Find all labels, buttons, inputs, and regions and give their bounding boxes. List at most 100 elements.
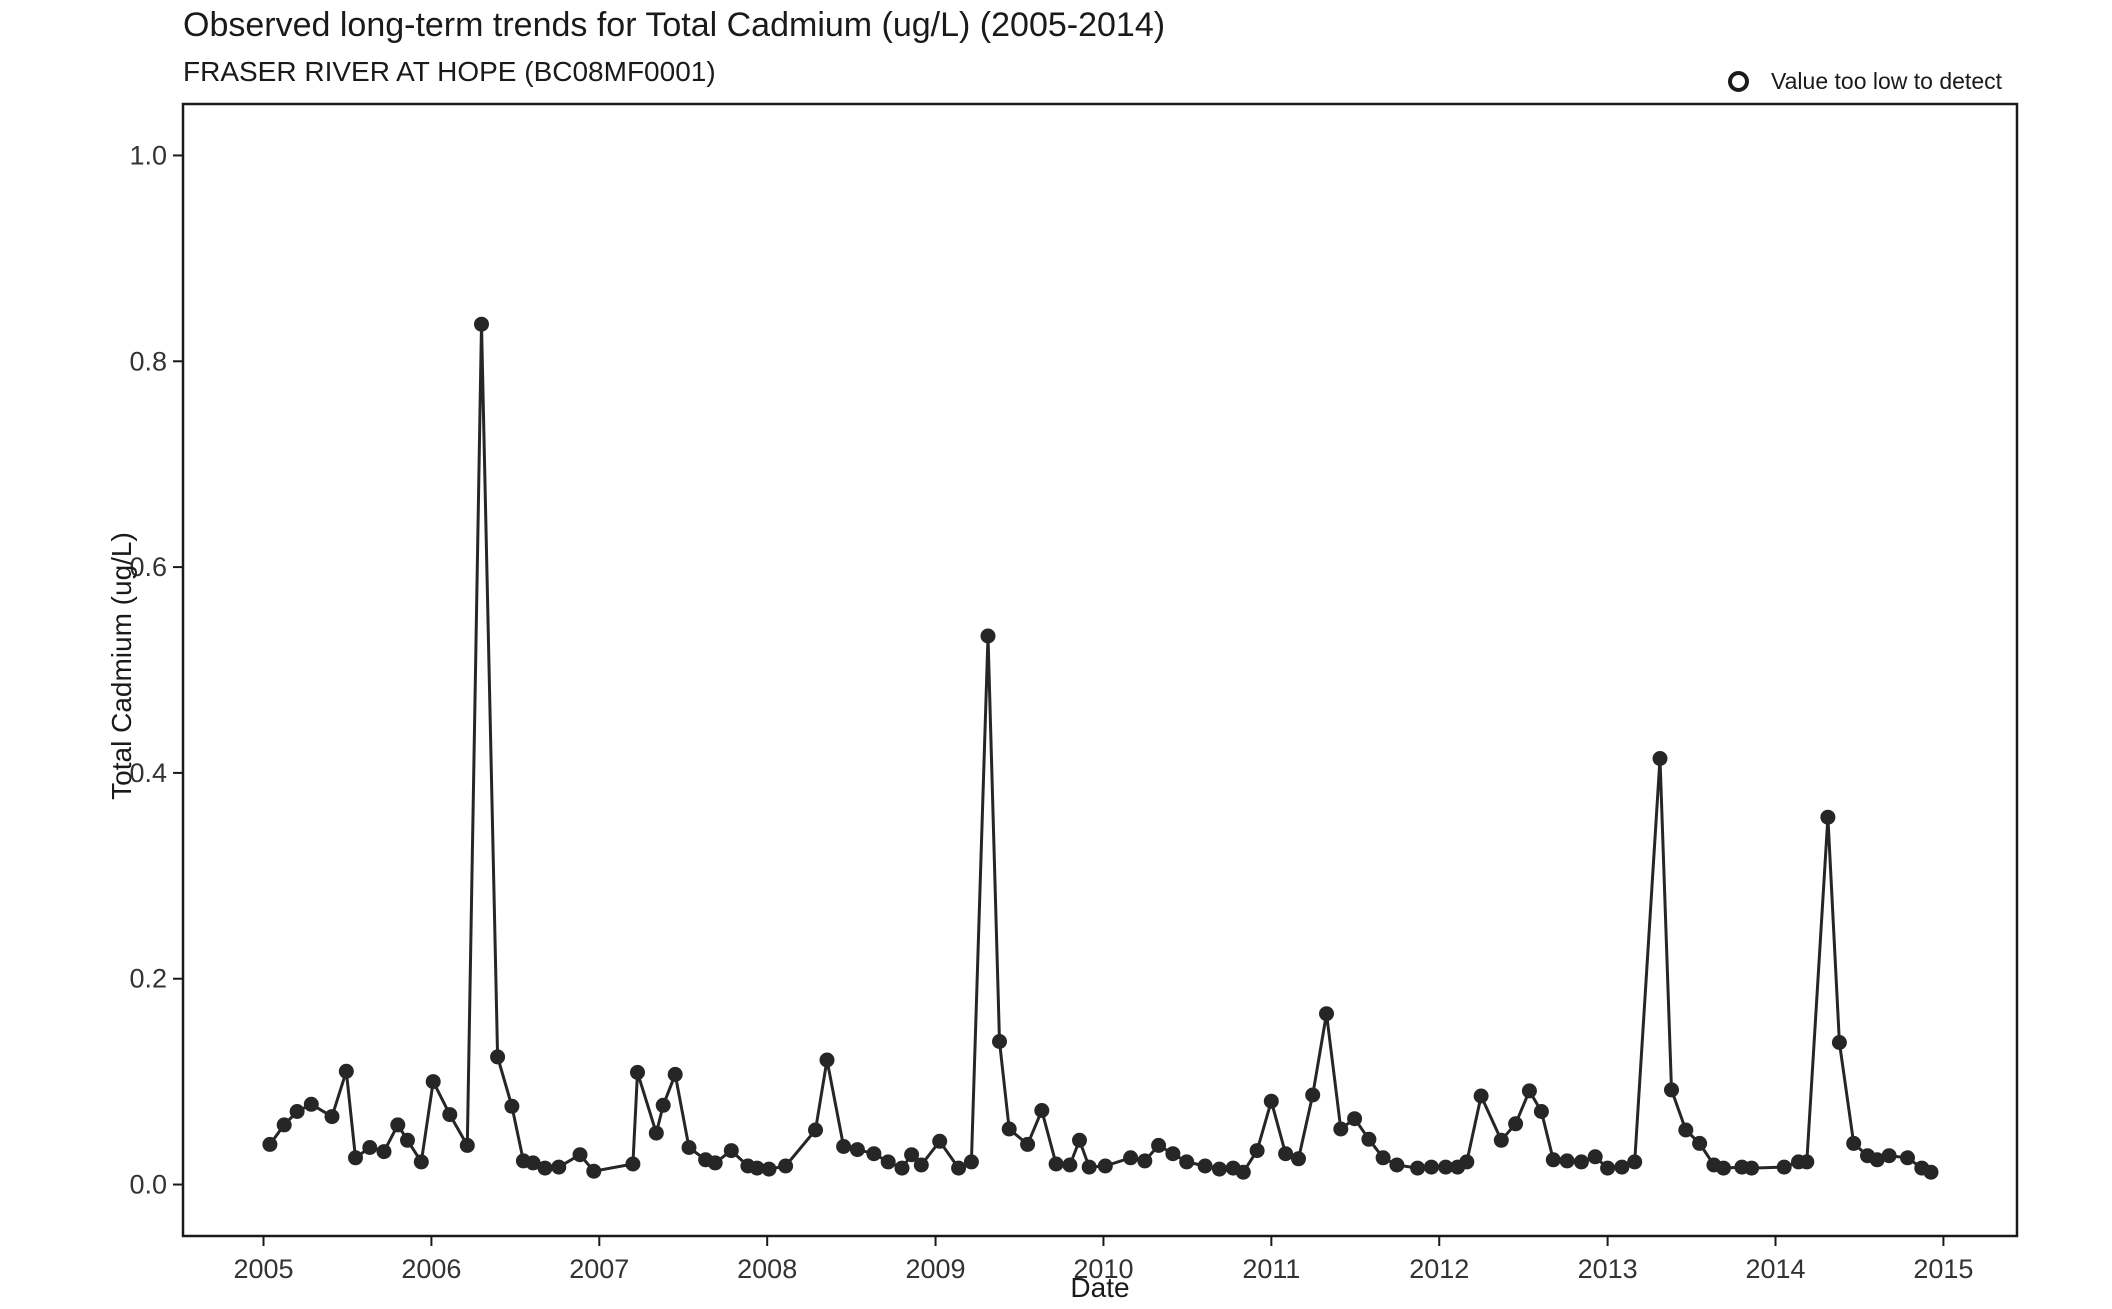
- data-point: [1291, 1151, 1306, 1167]
- data-point: [490, 1049, 506, 1065]
- data-point: [648, 1125, 664, 1141]
- x-axis: 2005 2006 2007 2008 2009 2010 2011 2012 2013 2014…: [233, 1236, 1973, 1284]
- x-axis-label: Date: [1070, 1272, 1130, 1303]
- x-tick-label: 2015: [1913, 1254, 1973, 1284]
- data-point: [1508, 1116, 1524, 1132]
- data-point: [1347, 1111, 1363, 1127]
- data-point: [1493, 1132, 1509, 1148]
- plot-panel-border: [181, 102, 2019, 1238]
- chart-subtitle: FRASER RIVER AT HOPE (BC08MF0001): [183, 56, 716, 87]
- data-point: [808, 1122, 823, 1138]
- data-point: [551, 1159, 567, 1175]
- data-point: [1559, 1153, 1575, 1169]
- data-point: [1587, 1149, 1603, 1165]
- data-point: [572, 1147, 588, 1163]
- data-point: [1375, 1150, 1391, 1166]
- y-tick-label: 0.0: [129, 1170, 167, 1200]
- data-point: [1165, 1146, 1181, 1162]
- data-point: [1846, 1135, 1862, 1151]
- data-point: [303, 1096, 319, 1112]
- data-point: [1001, 1121, 1017, 1137]
- data-point: [1072, 1132, 1087, 1148]
- data-point: [537, 1160, 553, 1176]
- data-point: [362, 1140, 378, 1155]
- data-point: [849, 1142, 865, 1158]
- data-point: [1305, 1087, 1321, 1103]
- x-tick-label: 2010: [1073, 1254, 1133, 1284]
- data-point: [1614, 1159, 1630, 1175]
- data-point: [836, 1139, 852, 1154]
- data-point: [1410, 1160, 1426, 1176]
- data-point: [1048, 1156, 1064, 1172]
- data-point: [1545, 1152, 1561, 1168]
- data-point: [1211, 1161, 1227, 1177]
- data-point: [1123, 1150, 1139, 1166]
- data-point: [1776, 1159, 1792, 1175]
- x-tick-label: 2012: [1409, 1254, 1469, 1284]
- data-point: [1389, 1157, 1405, 1173]
- data-point: [980, 628, 996, 644]
- x-tick-label: 2014: [1745, 1254, 1805, 1284]
- data-point: [749, 1160, 765, 1176]
- data-point: [723, 1143, 739, 1159]
- y-axis-label: Total Cadmium (ug/L): [106, 532, 137, 800]
- data-point: [1744, 1160, 1760, 1176]
- data-point: [338, 1063, 354, 1079]
- data-point: [1716, 1160, 1731, 1176]
- data-point: [1197, 1158, 1213, 1174]
- data-point: [992, 1034, 1007, 1049]
- x-tick-label: 2008: [737, 1254, 797, 1284]
- data-point: [951, 1160, 967, 1176]
- data-point: [474, 316, 489, 332]
- data-point: [289, 1104, 305, 1119]
- data-point: [880, 1154, 896, 1170]
- x-tick-label: 2005: [233, 1254, 293, 1284]
- data-point: [866, 1146, 882, 1162]
- data-point: [1319, 1006, 1334, 1022]
- data-point: [1831, 1035, 1847, 1050]
- data-point: [1652, 751, 1668, 766]
- y-axis: 0.0 0.2 0.4 0.6 0.8 1.0: [129, 140, 183, 1200]
- data-point: [1263, 1093, 1279, 1109]
- data-point: [1473, 1088, 1489, 1104]
- data-point: [1799, 1154, 1815, 1170]
- data-point: [586, 1163, 602, 1179]
- y-tick-label: 0.2: [129, 964, 167, 994]
- x-tick-label: 2009: [906, 1254, 966, 1284]
- data-point: [262, 1136, 278, 1152]
- data-point: [1869, 1152, 1885, 1168]
- series-line: [268, 322, 1932, 1174]
- legend-label: Value too low to detect: [1771, 68, 2002, 94]
- data-point: [681, 1140, 697, 1155]
- data-point: [667, 1066, 683, 1082]
- x-tick-label: 2011: [1242, 1254, 1300, 1284]
- data-point: [1900, 1150, 1915, 1166]
- data-point: [459, 1137, 475, 1153]
- data-point: [1573, 1154, 1589, 1170]
- data-point: [655, 1097, 671, 1113]
- data-point: [1692, 1135, 1708, 1151]
- data-point: [913, 1157, 929, 1173]
- data-point: [630, 1064, 645, 1080]
- x-tick-label: 2006: [401, 1254, 461, 1284]
- data-point: [894, 1160, 910, 1176]
- data-point: [932, 1133, 948, 1149]
- data-point: [819, 1052, 835, 1068]
- data-point: [348, 1150, 363, 1166]
- data-point: [1664, 1082, 1679, 1098]
- series-layer: [262, 316, 1939, 1180]
- data-point: [1459, 1154, 1475, 1170]
- data-point: [1235, 1164, 1251, 1180]
- data-point: [904, 1147, 920, 1163]
- data-point: [1923, 1164, 1939, 1180]
- data-point: [1521, 1083, 1537, 1099]
- data-point: [1423, 1159, 1439, 1175]
- data-point: [1062, 1157, 1078, 1173]
- data-point: [413, 1154, 429, 1170]
- data-point: [625, 1156, 641, 1172]
- data-point: [276, 1117, 292, 1133]
- data-point: [400, 1132, 415, 1148]
- data-point: [390, 1117, 406, 1133]
- open-circle-icon: [1728, 71, 1749, 92]
- data-point: [1278, 1146, 1294, 1162]
